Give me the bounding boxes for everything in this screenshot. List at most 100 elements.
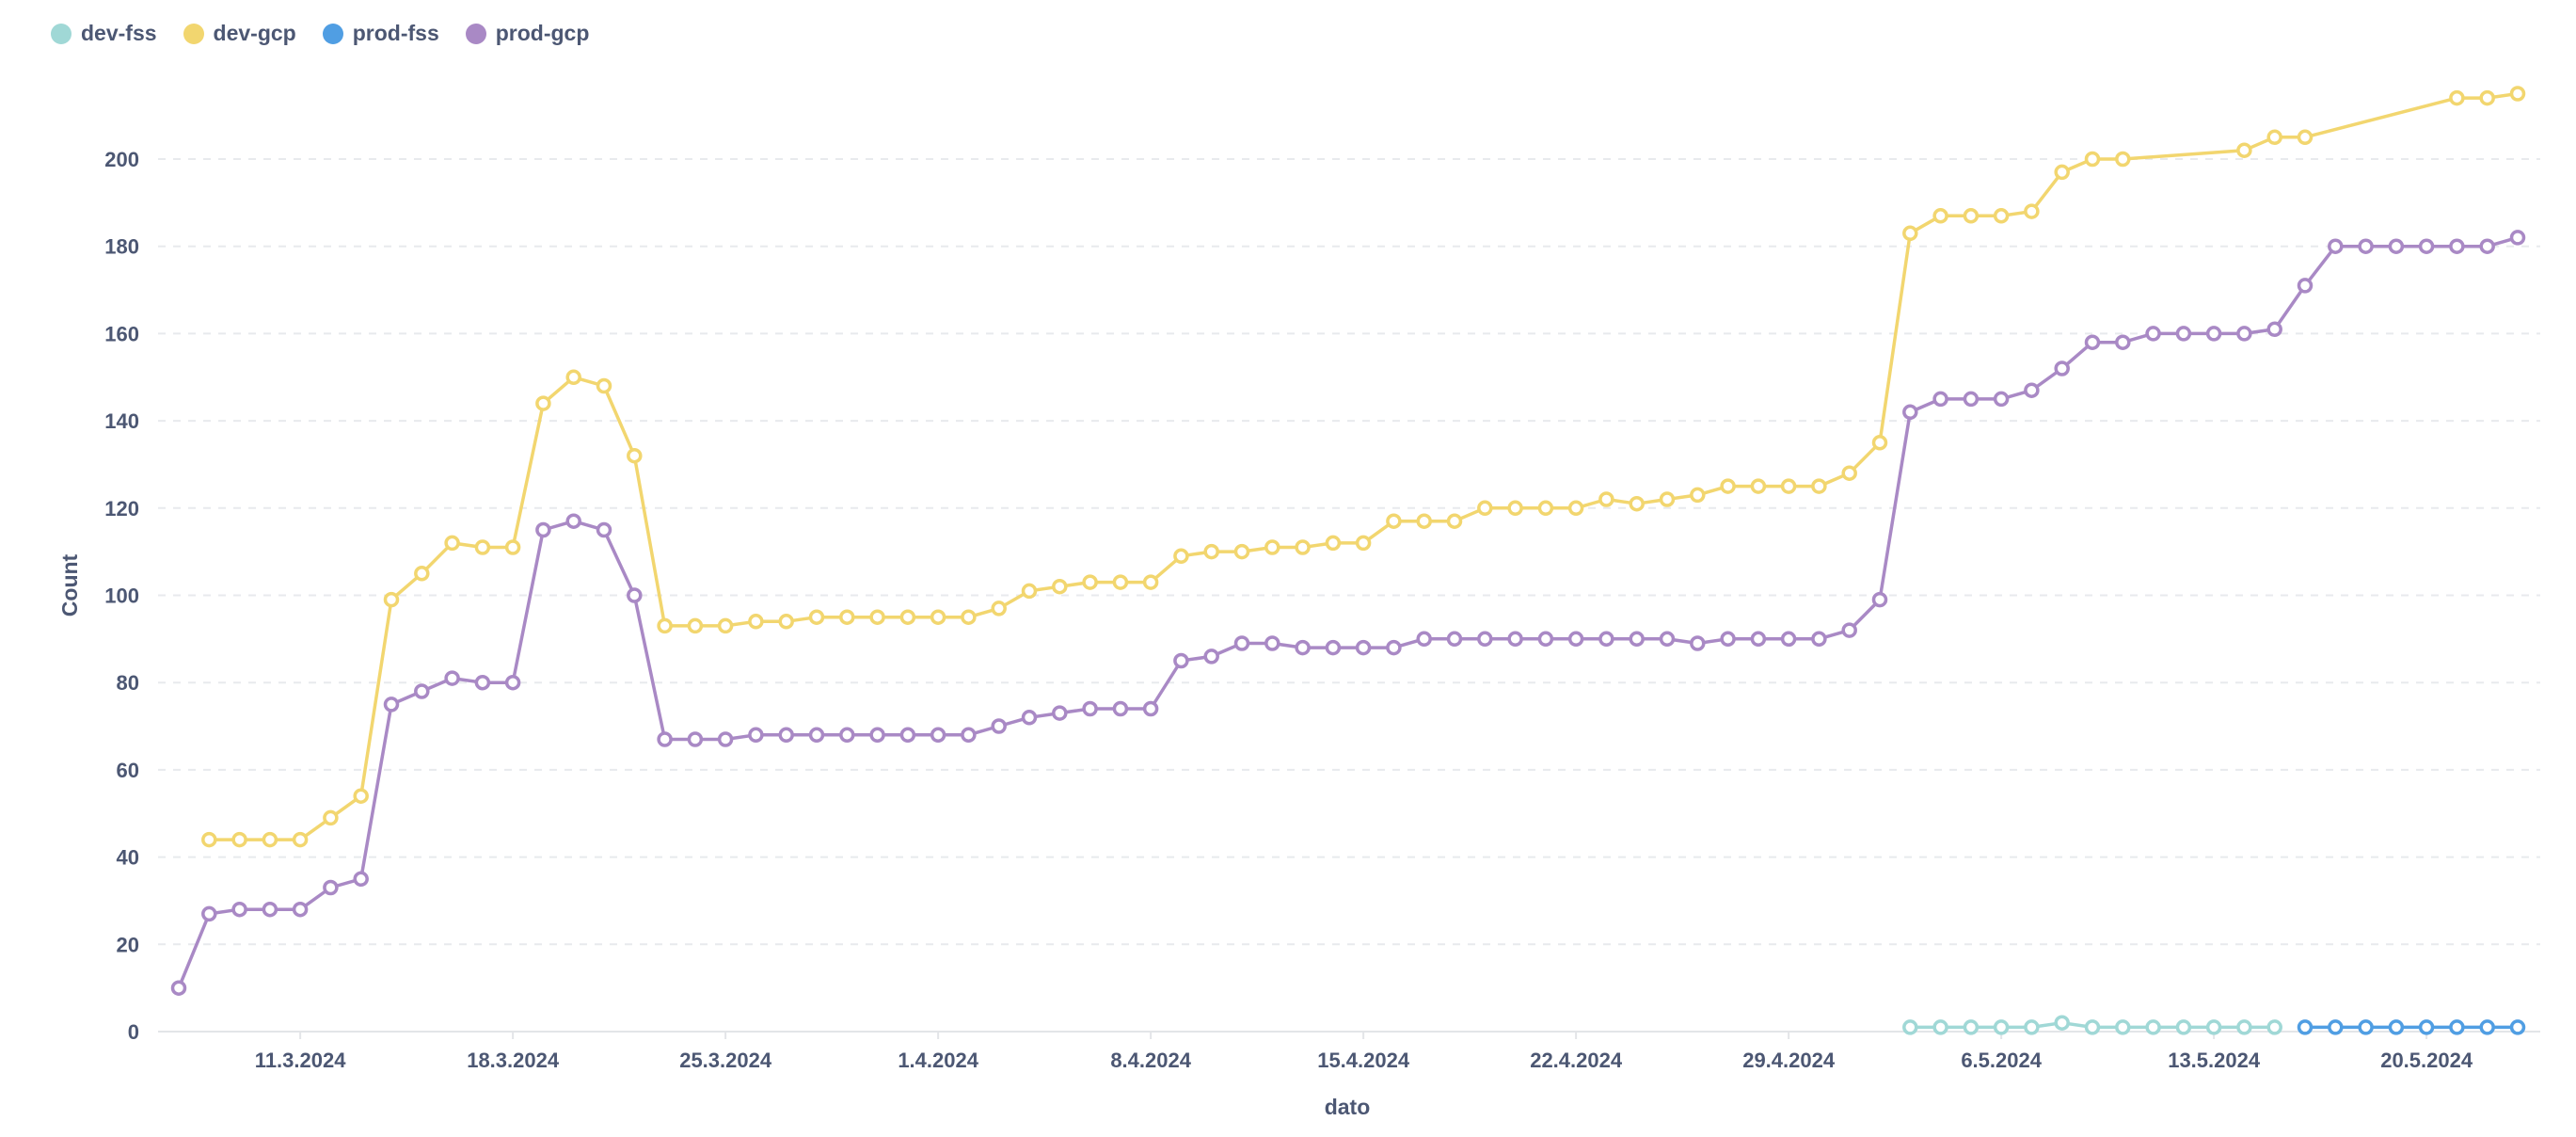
data-point-dev-gcp[interactable]	[1811, 478, 1827, 494]
data-point-prod-gcp[interactable]	[444, 670, 460, 686]
data-point-prod-gcp[interactable]	[1477, 631, 1493, 648]
data-point-dev-gcp[interactable]	[2084, 151, 2101, 168]
data-point-dev-fss[interactable]	[2054, 1015, 2070, 1031]
data-point-dev-gcp[interactable]	[1902, 225, 1918, 242]
data-point-prod-gcp[interactable]	[1355, 639, 1372, 656]
data-point-dev-gcp[interactable]	[353, 788, 369, 804]
data-point-prod-gcp[interactable]	[1233, 635, 1250, 651]
data-point-dev-gcp[interactable]	[1082, 574, 1098, 590]
data-point-prod-gcp[interactable]	[1932, 391, 1948, 408]
data-point-dev-fss[interactable]	[2024, 1019, 2040, 1035]
data-point-prod-gcp[interactable]	[808, 727, 825, 744]
data-point-prod-gcp[interactable]	[1295, 639, 1311, 656]
data-point-dev-gcp[interactable]	[869, 609, 885, 625]
data-point-prod-gcp[interactable]	[1173, 652, 1189, 669]
data-point-prod-gcp[interactable]	[2388, 238, 2405, 254]
data-point-dev-gcp[interactable]	[1477, 500, 1493, 517]
data-point-dev-gcp[interactable]	[414, 566, 430, 582]
legend-item-dev-gcp[interactable]: dev-gcp	[183, 21, 296, 46]
data-point-dev-gcp[interactable]	[1295, 539, 1311, 555]
data-point-prod-gcp[interactable]	[2479, 238, 2495, 254]
data-point-dev-gcp[interactable]	[474, 539, 491, 555]
data-point-prod-gcp[interactable]	[930, 727, 946, 744]
data-point-dev-gcp[interactable]	[1264, 539, 1280, 555]
data-point-prod-gcp[interactable]	[1112, 700, 1129, 717]
data-point-dev-fss[interactable]	[2084, 1019, 2101, 1035]
data-point-prod-gcp[interactable]	[231, 901, 247, 918]
data-point-prod-fss[interactable]	[2297, 1019, 2314, 1035]
data-point-dev-gcp[interactable]	[1416, 513, 1432, 529]
data-point-prod-fss[interactable]	[2509, 1019, 2526, 1035]
data-point-dev-gcp[interactable]	[1841, 465, 1857, 481]
data-point-prod-gcp[interactable]	[201, 905, 217, 922]
data-point-dev-gcp[interactable]	[899, 609, 916, 625]
data-point-prod-gcp[interactable]	[2236, 326, 2252, 342]
data-point-prod-gcp[interactable]	[262, 901, 278, 918]
data-point-dev-gcp[interactable]	[1142, 574, 1159, 590]
data-point-dev-gcp[interactable]	[2054, 164, 2070, 181]
data-point-prod-gcp[interactable]	[1537, 631, 1554, 648]
data-point-dev-gcp[interactable]	[991, 601, 1007, 617]
data-point-prod-gcp[interactable]	[1690, 635, 1706, 651]
data-point-dev-gcp[interactable]	[808, 609, 825, 625]
data-point-dev-gcp[interactable]	[565, 369, 581, 386]
data-point-dev-gcp[interactable]	[292, 831, 309, 848]
data-point-prod-gcp[interactable]	[1142, 700, 1159, 717]
data-point-prod-gcp[interactable]	[383, 697, 400, 713]
data-point-prod-gcp[interactable]	[1264, 635, 1280, 651]
data-point-prod-gcp[interactable]	[717, 731, 734, 747]
data-point-prod-gcp[interactable]	[565, 513, 581, 529]
data-point-prod-gcp[interactable]	[1750, 631, 1767, 648]
data-point-dev-fss[interactable]	[1993, 1019, 2010, 1035]
data-point-dev-gcp[interactable]	[2509, 86, 2526, 102]
data-point-dev-gcp[interactable]	[930, 609, 946, 625]
data-point-prod-gcp[interactable]	[323, 879, 339, 896]
data-point-prod-gcp[interactable]	[353, 871, 369, 888]
data-point-prod-gcp[interactable]	[596, 521, 612, 538]
data-point-dev-gcp[interactable]	[1325, 535, 1342, 552]
data-point-dev-gcp[interactable]	[748, 614, 764, 630]
data-point-dev-fss[interactable]	[2145, 1019, 2161, 1035]
data-point-dev-gcp[interactable]	[1052, 578, 1068, 595]
data-point-prod-gcp[interactable]	[2145, 326, 2161, 342]
data-point-dev-gcp[interactable]	[1871, 435, 1888, 451]
data-point-dev-gcp[interactable]	[961, 609, 977, 625]
data-point-prod-gcp[interactable]	[1871, 591, 1888, 608]
data-point-prod-gcp[interactable]	[1811, 631, 1827, 648]
legend-item-prod-fss[interactable]: prod-fss	[322, 21, 439, 46]
data-point-prod-gcp[interactable]	[2418, 238, 2435, 254]
data-point-prod-gcp[interactable]	[1902, 404, 1918, 421]
data-point-prod-gcp[interactable]	[474, 674, 491, 691]
data-point-dev-gcp[interactable]	[1386, 513, 1402, 529]
data-point-prod-gcp[interactable]	[2054, 360, 2070, 376]
data-point-dev-gcp[interactable]	[444, 535, 460, 552]
data-point-prod-fss[interactable]	[2328, 1019, 2344, 1035]
data-point-dev-gcp[interactable]	[2479, 89, 2495, 106]
data-point-prod-gcp[interactable]	[2328, 238, 2344, 254]
data-point-dev-gcp[interactable]	[1112, 574, 1129, 590]
data-point-prod-gcp[interactable]	[627, 587, 643, 603]
data-point-prod-gcp[interactable]	[2115, 334, 2131, 350]
data-point-dev-gcp[interactable]	[1629, 495, 1645, 512]
data-point-prod-gcp[interactable]	[1720, 631, 1736, 648]
data-point-dev-gcp[interactable]	[2297, 129, 2314, 146]
data-point-prod-gcp[interactable]	[1567, 631, 1584, 648]
data-point-dev-gcp[interactable]	[1750, 478, 1767, 494]
data-point-dev-gcp[interactable]	[201, 831, 217, 848]
data-point-dev-gcp[interactable]	[2115, 151, 2131, 168]
data-point-prod-gcp[interactable]	[839, 727, 855, 744]
data-point-prod-gcp[interactable]	[1507, 631, 1523, 648]
data-point-dev-gcp[interactable]	[1355, 535, 1372, 552]
data-point-dev-gcp[interactable]	[1507, 500, 1523, 517]
data-point-prod-gcp[interactable]	[2297, 278, 2314, 294]
data-point-prod-gcp[interactable]	[1963, 391, 1980, 408]
data-point-dev-gcp[interactable]	[535, 395, 551, 411]
data-point-dev-gcp[interactable]	[1173, 548, 1189, 565]
data-point-dev-fss[interactable]	[2236, 1019, 2252, 1035]
legend-item-dev-fss[interactable]: dev-fss	[51, 21, 157, 46]
data-point-prod-gcp[interactable]	[2084, 334, 2101, 350]
data-point-prod-gcp[interactable]	[869, 727, 885, 744]
data-point-prod-fss[interactable]	[2449, 1019, 2465, 1035]
data-point-prod-gcp[interactable]	[1780, 631, 1797, 648]
data-point-dev-fss[interactable]	[1963, 1019, 1980, 1035]
